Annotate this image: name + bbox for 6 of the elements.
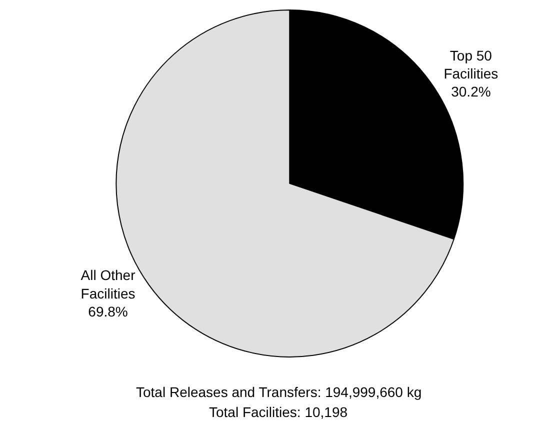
data-label: 69.8%	[88, 304, 128, 320]
slice-label: All Other Facilities	[80, 267, 136, 302]
text: Total Facilities: 10,198	[209, 404, 348, 420]
slice-label: Top 50 Facilities	[444, 47, 498, 82]
data-label: 30.2%	[451, 84, 491, 100]
text: Total Releases and Transfers: 194,999,660 kg	[136, 384, 422, 400]
